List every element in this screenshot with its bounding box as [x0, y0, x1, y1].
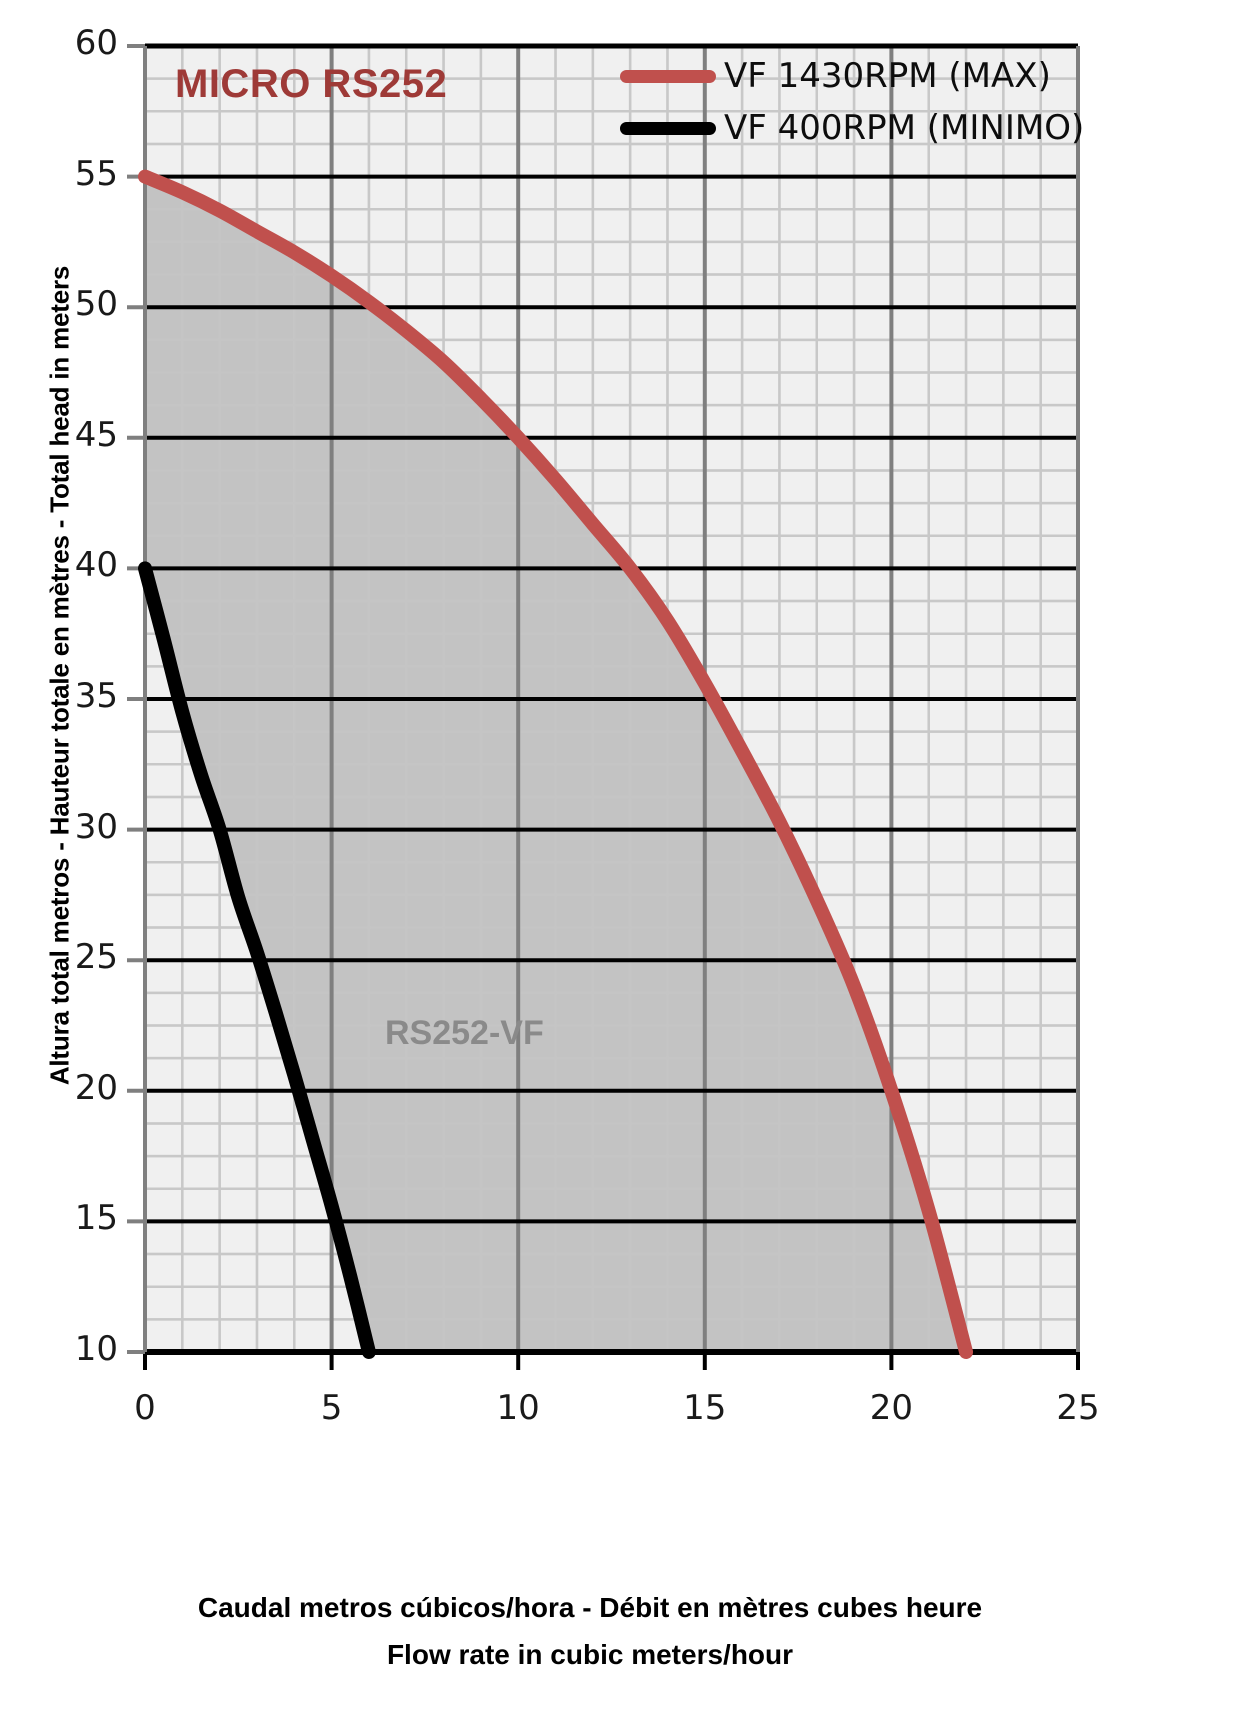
- legend-item-min[interactable]: VF 400RPM (MINIMO): [620, 102, 1084, 154]
- y-tick-label: 10: [74, 1329, 118, 1369]
- x-tick-label: 15: [683, 1388, 727, 1428]
- y-tick-label: 15: [74, 1198, 118, 1239]
- x-tick-label: 10: [496, 1388, 540, 1428]
- x-tick-label: 25: [1056, 1388, 1100, 1428]
- legend-swatch-max: [620, 69, 716, 83]
- y-tick-label: 20: [74, 1067, 118, 1108]
- chart-title: MICRO RS252: [175, 62, 448, 106]
- curve-min-rpm: [138, 561, 376, 1359]
- y-tick-label: 50: [74, 284, 118, 325]
- curve-max-rpm: [138, 169, 974, 1359]
- legend-label-max: VF 1430RPM (MAX): [724, 56, 1051, 96]
- legend-label-min: VF 400RPM (MINIMO): [724, 108, 1085, 148]
- legend-swatch-min: [620, 121, 716, 135]
- y-tick-label: 35: [74, 676, 118, 716]
- y-tick-label: 55: [74, 153, 118, 194]
- x-tick-label: 0: [134, 1388, 156, 1428]
- x-axis-title-line1: Caudal metros cúbicos/hora - Débit en mè…: [197, 1592, 983, 1623]
- y-tick-label: 45: [74, 414, 118, 455]
- y-tick-label: 40: [74, 545, 118, 586]
- x-axis-title-line2: Flow rate in cubic meters/hour: [386, 1639, 794, 1670]
- legend: VF 1430RPM (MAX) VF 400RPM (MINIMO): [620, 50, 1084, 154]
- x-tick-label: 5: [320, 1388, 343, 1428]
- y-tick-label: 60: [74, 23, 118, 63]
- y-tick-labels: 10 15 20 25 30 35 40 45 50 55 60: [0, 0, 118, 1727]
- y-tick-label: 25: [74, 937, 118, 978]
- y-tick-label: 30: [74, 806, 118, 847]
- operating-region-label: RS252-VF: [385, 1014, 544, 1052]
- x-tick-label: 20: [869, 1388, 914, 1428]
- legend-item-max[interactable]: VF 1430RPM (MAX): [620, 50, 1070, 102]
